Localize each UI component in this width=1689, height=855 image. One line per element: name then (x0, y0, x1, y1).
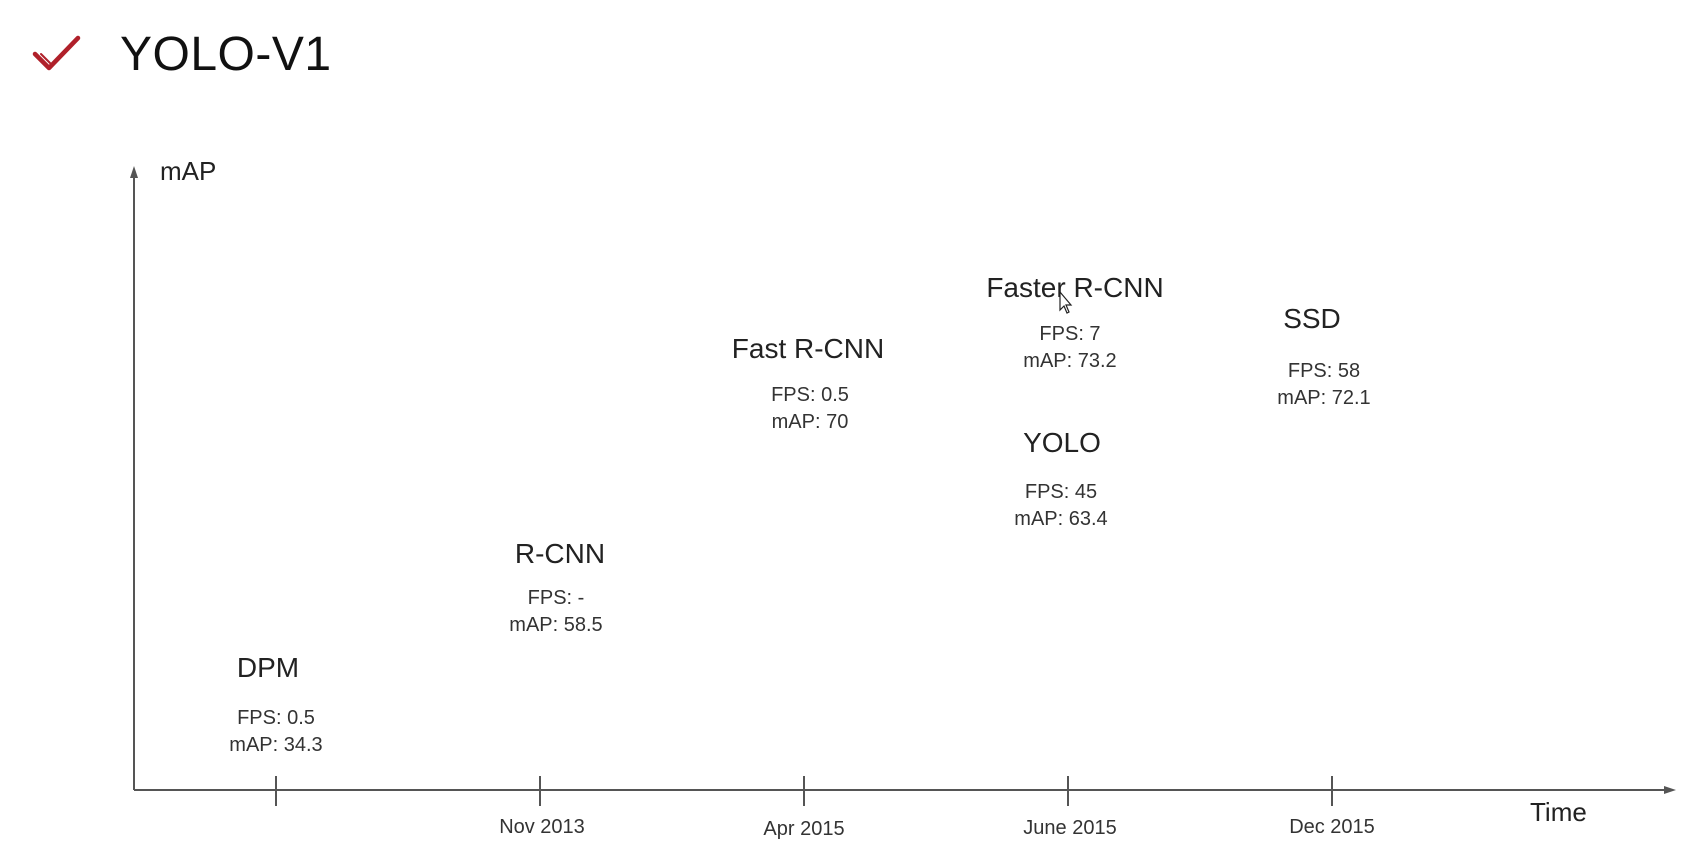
model-name: DPM (237, 652, 299, 683)
model-name: Faster R-CNN (986, 272, 1163, 303)
model-fps: FPS: 7 (1039, 323, 1100, 345)
model-name: SSD (1283, 303, 1341, 334)
model-map: mAP: 63.4 (1014, 508, 1107, 530)
model-map: mAP: 73.2 (1023, 350, 1116, 372)
title-row: YOLO-V1 (32, 24, 332, 84)
tick-label: Apr 2015 (763, 818, 844, 840)
tick-4: Dec 2015 (1289, 776, 1375, 838)
model-faster-rcnn: Faster R-CNN FPS: 7 mAP: 73.2 (986, 272, 1163, 372)
model-fps: FPS: 0.5 (771, 384, 849, 406)
page-title: YOLO-V1 (120, 27, 332, 81)
model-name: YOLO (1023, 427, 1101, 458)
tick-label: Nov 2013 (499, 816, 585, 838)
y-axis-label: mAP (160, 156, 216, 186)
model-rcnn: R-CNN FPS: - mAP: 58.5 (509, 538, 605, 636)
model-map: mAP: 70 (772, 411, 849, 433)
tick-2: Apr 2015 (763, 776, 845, 840)
model-ssd: SSD FPS: 58 mAP: 72.1 (1277, 303, 1370, 409)
model-fps: FPS: 45 (1025, 481, 1097, 503)
model-map: mAP: 34.3 (229, 734, 322, 756)
tick-3: June 2015 (1023, 776, 1117, 839)
model-name: Fast R-CNN (732, 333, 884, 364)
model-map: mAP: 58.5 (509, 614, 602, 636)
model-fps: FPS: 0.5 (237, 707, 315, 729)
model-fps: FPS: - (528, 587, 585, 609)
model-fast-rcnn: Fast R-CNN FPS: 0.5 mAP: 70 (732, 333, 884, 433)
tick-1: Nov 2013 (499, 776, 585, 838)
tick-label: June 2015 (1023, 817, 1116, 839)
checkmark-icon (32, 35, 81, 71)
model-fps: FPS: 58 (1288, 360, 1360, 382)
model-map: mAP: 72.1 (1277, 387, 1370, 409)
model-yolo: YOLO FPS: 45 mAP: 63.4 (1014, 427, 1107, 530)
model-dpm: DPM FPS: 0.5 mAP: 34.3 (229, 652, 322, 756)
mouse-cursor-icon (1059, 290, 1073, 314)
x-axis-label: Time (1530, 797, 1587, 827)
tick-label: Dec 2015 (1289, 816, 1375, 838)
model-name: R-CNN (515, 538, 605, 569)
x-axis-arrow (1664, 786, 1676, 794)
y-axis-arrow (130, 166, 138, 178)
